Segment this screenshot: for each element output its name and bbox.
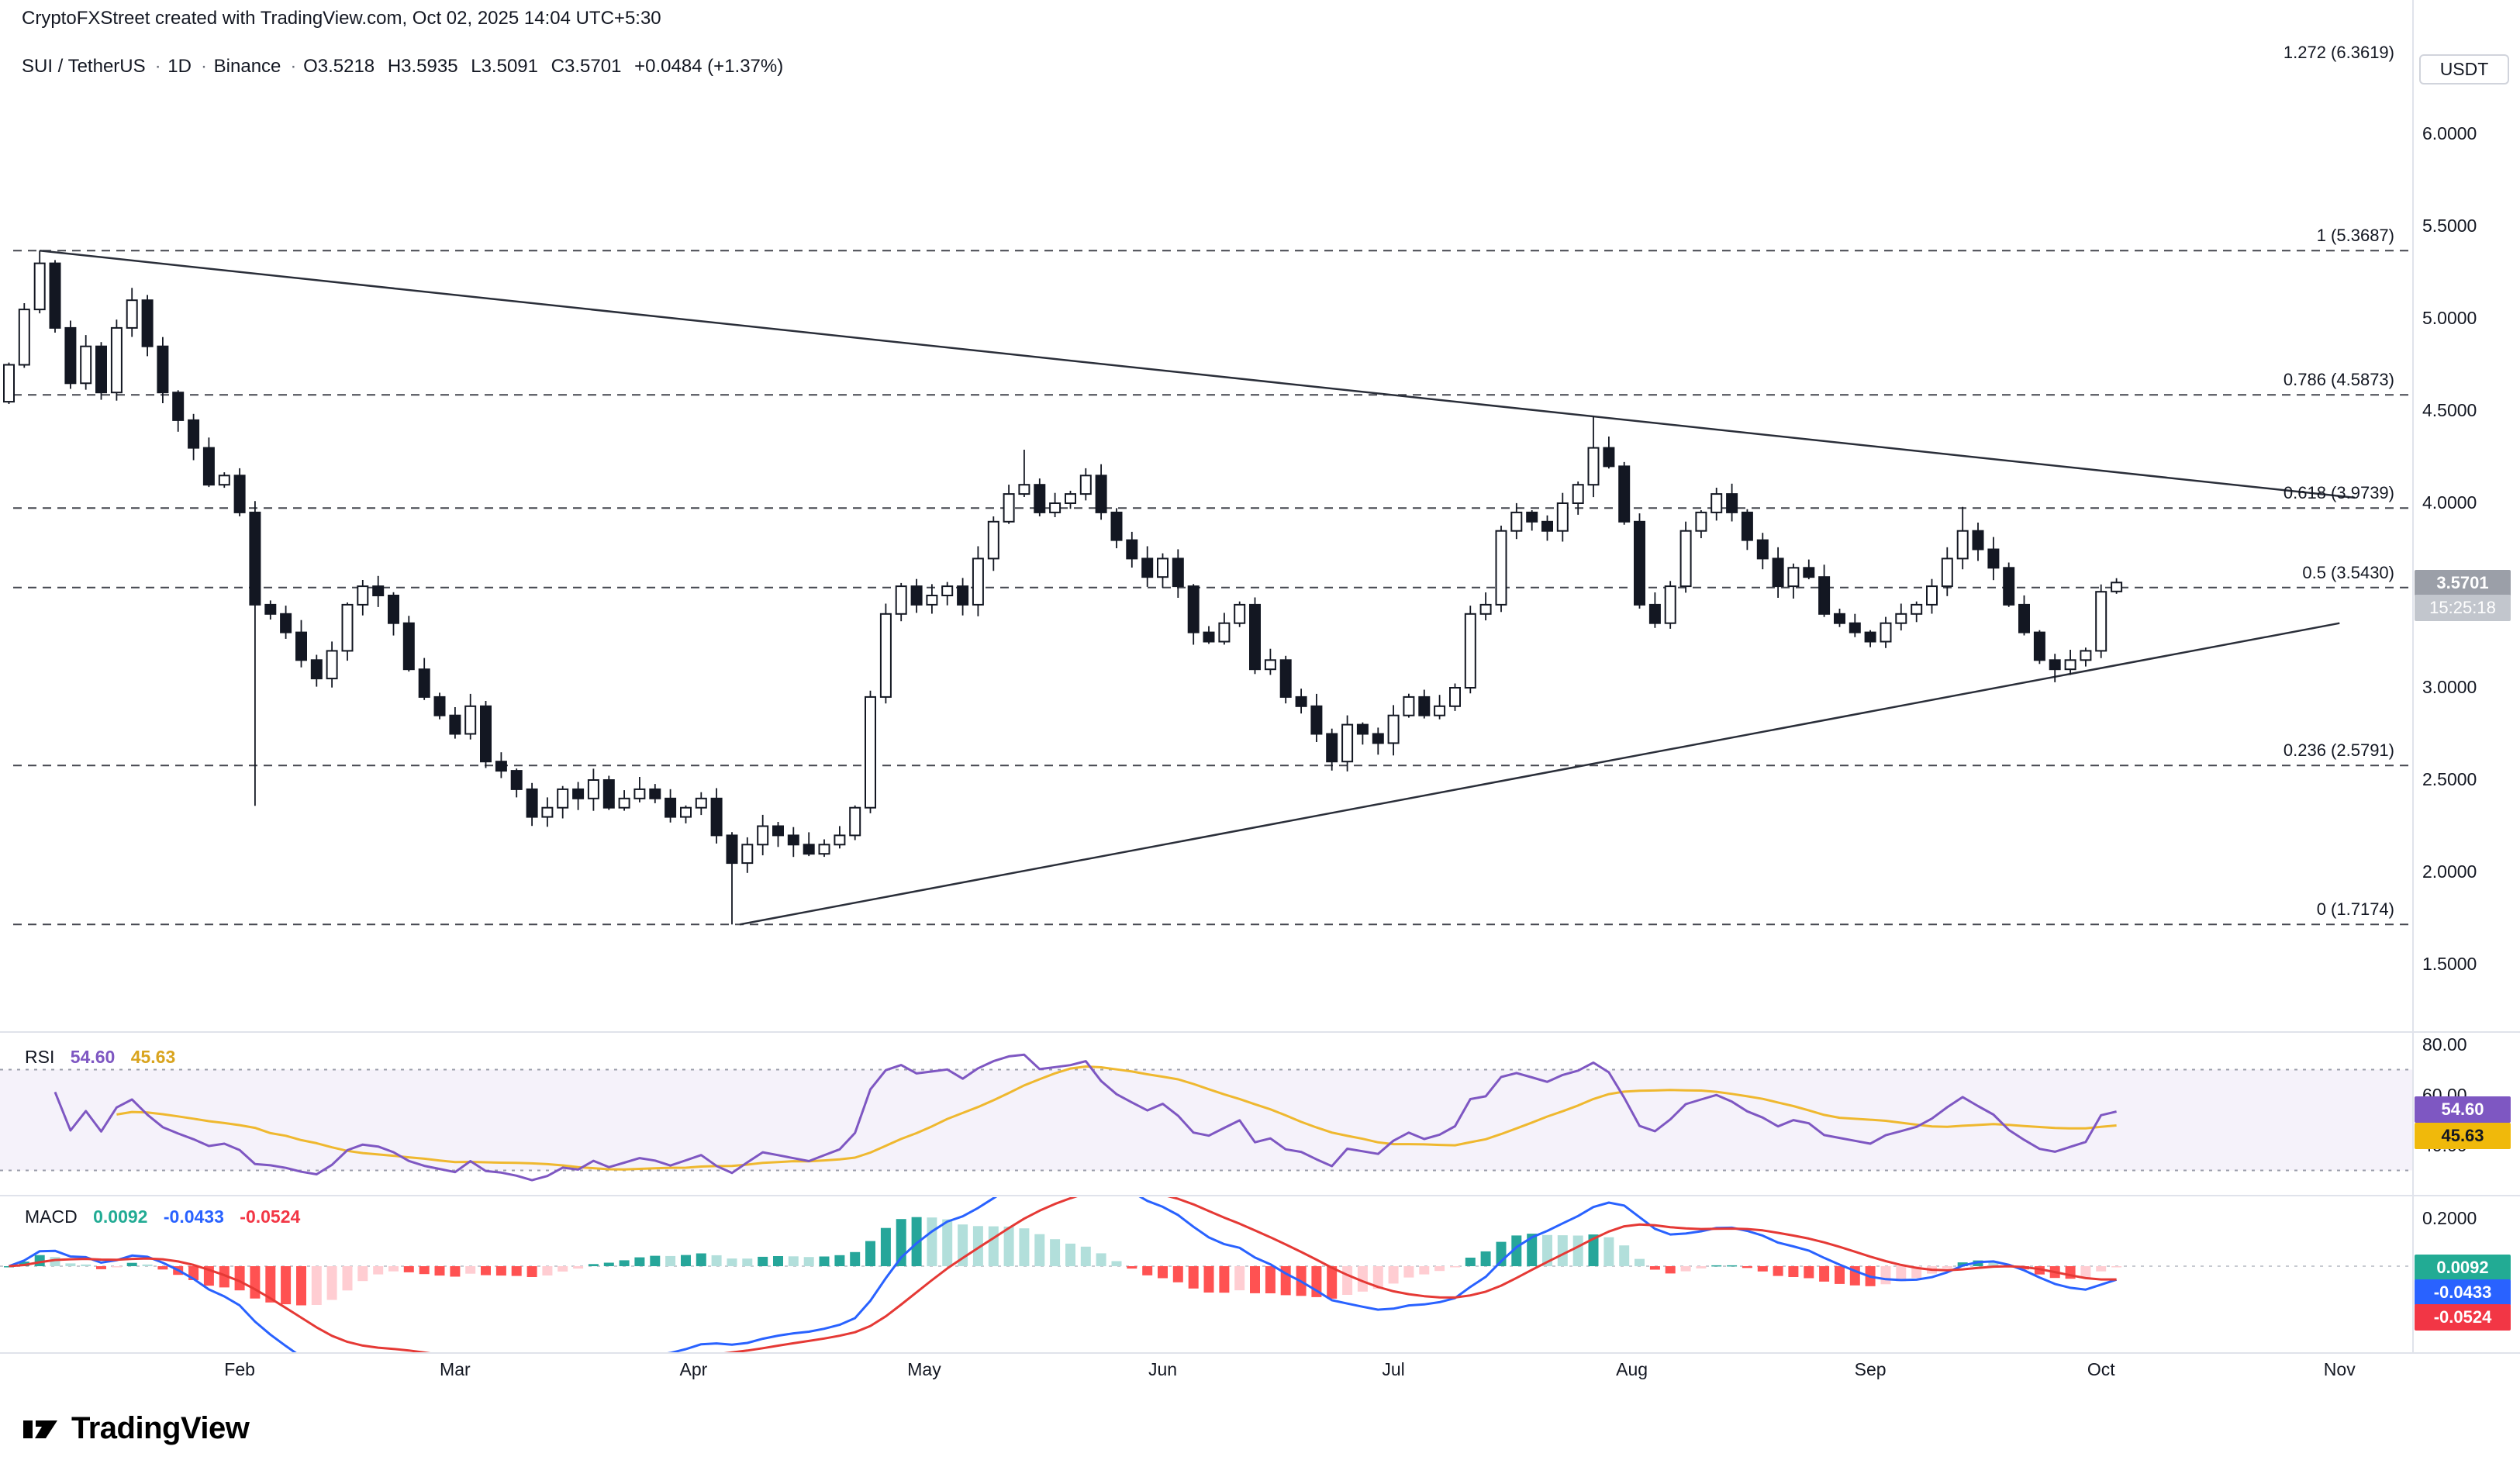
legend-separator: ·	[290, 56, 297, 77]
macd-hist-axis-badge: 0.0092	[2415, 1255, 2511, 1281]
rsi-title: RSI	[25, 1047, 55, 1067]
macd-line-axis-badge: -0.0433	[2415, 1279, 2511, 1306]
up-candles	[3, 262, 2123, 865]
legend-high-value: H3.5935	[387, 56, 458, 77]
rsi-legend[interactable]: RSI 54.60 45.63	[25, 1047, 186, 1068]
price-panel	[3, 249, 2413, 926]
macd-line-value: -0.0433	[163, 1206, 224, 1227]
tradingview-logo[interactable]: TradingView	[22, 1411, 250, 1446]
macd-signal-axis-badge: -0.0524	[2415, 1304, 2511, 1331]
legend-change-value: +0.0484 (+1.37%)	[634, 56, 784, 77]
legend-symbol[interactable]: SUI / TetherUS	[22, 56, 146, 77]
legend-exchange[interactable]: Binance	[213, 56, 281, 77]
legend-close-value: C3.5701	[551, 56, 622, 77]
candle-countdown-badge: 15:25:18	[2415, 595, 2511, 621]
price-axis-currency-button[interactable]: USDT	[2419, 54, 2509, 85]
rsi-value: 54.60	[70, 1047, 116, 1067]
rsi-panel	[0, 1053, 2413, 1182]
down-candles	[49, 262, 2061, 865]
rsi-ma-value: 45.63	[130, 1047, 176, 1067]
attribution-text: CryptoFXStreet created with TradingView.…	[22, 8, 661, 29]
panel-separators	[0, 0, 2520, 1354]
macd-legend[interactable]: MACD 0.0092 -0.0433 -0.0524	[25, 1206, 311, 1227]
rsi-ma-axis-badge: 45.63	[2415, 1123, 2511, 1149]
last-price-badge: 3.5701	[2415, 570, 2511, 596]
legend-low-value: L3.5091	[471, 56, 538, 77]
tradingview-logo-icon	[23, 1420, 57, 1438]
rsi-axis-badge: 54.60	[2415, 1096, 2511, 1123]
macd-title: MACD	[25, 1206, 78, 1227]
tradingview-brand-text: TradingView	[71, 1411, 250, 1445]
legend-open-value: O3.5218	[303, 56, 375, 77]
macd-panel	[0, 1197, 2413, 1352]
legend-separator: ·	[154, 56, 161, 77]
symbol-legend[interactable]: SUI / TetherUS · 1D · Binance · O3.5218 H3.…	[22, 56, 791, 78]
legend-separator: ·	[200, 56, 207, 77]
legend-timeframe[interactable]: 1D	[167, 56, 192, 77]
macd-signal-value: -0.0524	[240, 1206, 301, 1227]
macd-hist-value: 0.0092	[93, 1206, 148, 1227]
